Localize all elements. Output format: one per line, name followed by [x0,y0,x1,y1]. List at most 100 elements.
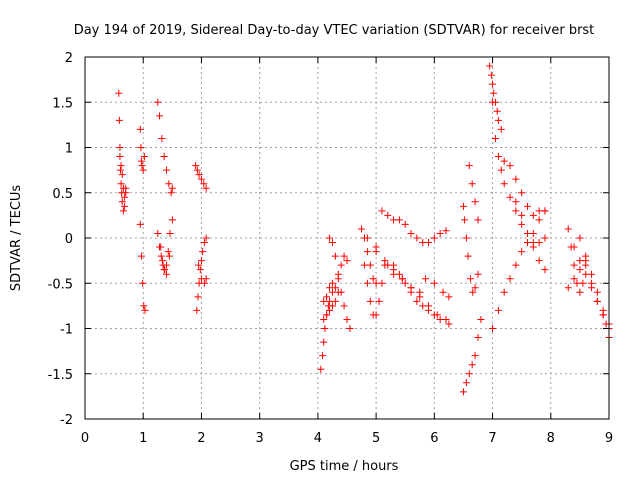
data-point [323,311,331,319]
data-point [202,184,210,192]
data-point [160,266,168,274]
y-tick-label: -2 [60,413,73,428]
data-point [430,279,438,287]
data-point [419,302,427,310]
data-point [167,189,175,197]
data-point [331,297,339,305]
data-point [490,89,498,97]
data-point [328,302,336,310]
data-point [140,302,148,310]
y-tick-label: 0.5 [52,187,73,202]
data-point [139,279,147,287]
data-point [317,365,325,373]
data-point [442,315,450,323]
axis-ticks: 0 1 2 3 4 5 6 7 8 9 -2 -1.5 -1 -0.5 0 0.5 1 1.5 2 [48,51,614,446]
grid-lines [85,57,609,419]
data-point [116,153,124,161]
data-point [430,311,438,319]
data-point [445,293,453,301]
data-point [168,184,176,192]
data-point [195,261,203,269]
data-point [535,257,543,265]
data-point [518,220,526,228]
data-point [395,216,403,224]
data-point [430,234,438,242]
data-point [465,162,473,170]
data-point [346,325,354,332]
data-point [136,220,144,228]
data-point [518,189,526,197]
data-point [416,288,424,296]
data-point [401,220,409,228]
data-point [461,216,469,224]
data-point [118,198,126,206]
data-point [512,175,520,183]
data-point [378,207,386,215]
data-point [360,261,368,269]
x-tick-label: 9 [605,431,613,446]
data-point [166,229,174,237]
data-point [500,157,508,165]
data-point [115,116,123,124]
data-point [465,370,473,378]
data-point [599,311,607,319]
data-point [158,134,166,142]
y-tick-label: 1 [65,142,73,157]
x-tick-label: 8 [547,431,555,446]
data-point [442,227,450,235]
data-point [407,229,415,237]
y-tick-label: 2 [65,51,73,66]
data-point [576,288,584,296]
data-point [529,211,537,219]
data-point [493,107,501,115]
data-point [137,144,145,151]
y-axis-label: SDTVAR / TECUs [9,185,24,292]
data-point [462,379,470,387]
data-point [157,243,165,251]
data-point [363,234,371,242]
data-point [200,180,208,188]
data-point [494,153,502,161]
chart-title: Day 194 of 2019, Sidereal Day-to-day VTE… [74,23,595,38]
data-point [487,71,495,79]
data-point [202,275,210,283]
x-axis-label: GPS time / hours [290,459,399,474]
data-point [193,306,201,314]
data-point [512,207,520,215]
data-point [343,257,351,265]
data-point [518,211,526,219]
data-point [163,270,171,278]
data-point [494,306,502,314]
data-point [136,125,144,133]
data-point [195,171,203,179]
data-point [121,202,129,210]
data-point [564,284,572,292]
data-point [200,239,208,247]
data-point [116,144,124,151]
data-point [119,207,127,215]
data-point [395,270,403,278]
data-point [334,288,342,296]
data-point [413,297,421,305]
data-point [489,80,497,88]
data-point [491,134,499,142]
data-point [197,175,205,183]
data-point [320,315,328,323]
data-point [137,252,145,260]
data-point [523,239,531,247]
y-tick-label: 0 [65,232,73,247]
data-point [139,166,147,174]
data-point [593,288,601,296]
data-point [489,98,497,106]
data-point [500,288,508,296]
data-point [486,62,494,70]
data-point [576,234,584,242]
data-point [334,270,342,278]
data-point [358,225,366,233]
data-point [462,234,470,242]
x-tick-label: 2 [197,431,205,446]
data-point [425,239,433,247]
data-point [506,275,514,283]
data-point [494,116,502,124]
data-point [512,198,520,206]
